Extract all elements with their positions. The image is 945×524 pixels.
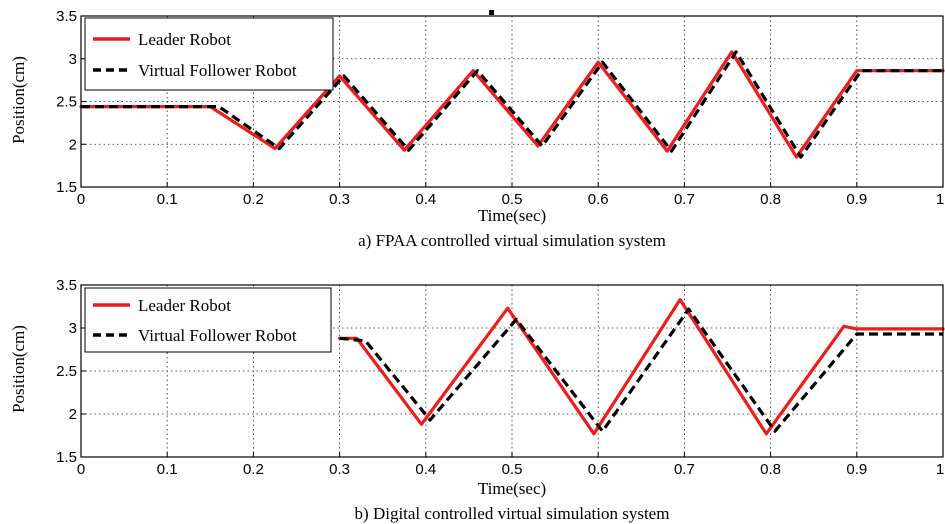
x-tick-label-b: 0.2: [243, 461, 264, 478]
legend-box-a: [84, 17, 334, 91]
y-tick-label-a: 2.5: [56, 94, 77, 111]
y-tick-label-b: 2: [69, 406, 77, 423]
series-a: [79, 50, 945, 159]
series-b: [338, 298, 945, 436]
x-tick-label-b: 0.3: [329, 461, 350, 478]
legend-label-follower-a: Virtual Follower Robot: [138, 61, 297, 80]
x-tick-label-a: 0.6: [588, 191, 609, 208]
x-tick-label-b: 0.8: [760, 461, 781, 478]
y-tick-label-b: 2.5: [56, 363, 77, 380]
x-tick-label-b: 0.4: [415, 461, 436, 478]
x-tick-label-a: 0.3: [329, 191, 350, 208]
caption-a: a) FPAA controlled virtual simulation sy…: [358, 231, 666, 250]
legend-a: Leader Robot Virtual Follower Robot: [84, 17, 334, 91]
y-tick-label-b: 3.5: [56, 277, 77, 294]
y-tick-label-a: 2: [69, 136, 77, 153]
y-tick-label-a: 3.5: [56, 8, 77, 25]
grid-b: [81, 285, 943, 457]
legend-box-b: [84, 287, 332, 353]
y-axis-label-a: Position(cm): [9, 56, 28, 144]
y-tick-label-b: 3: [69, 320, 77, 337]
caption-b: b) Digital controlled virtual simulation…: [355, 504, 670, 523]
series-leader-robot-a: [79, 50, 945, 159]
y-tick-label-a: 3: [69, 51, 77, 68]
ticks-a: 0 0.1 0.2 0.3 0.4 0.5 0.6 0.7 0.8 0.9 1 1.5 2 2.5 3 3.5: [56, 8, 944, 208]
x-tick-label-b: 0: [77, 461, 85, 478]
x-tick-label-a: 0.2: [243, 191, 264, 208]
x-tick-label-a: 0.5: [502, 191, 523, 208]
x-axis-label-a: Time(sec): [478, 206, 546, 225]
legend-label-leader-a: Leader Robot: [138, 30, 231, 49]
y-axis-label-b: Position(cm): [9, 325, 28, 413]
ticks-b: 0 0.1 0.2 0.3 0.4 0.5 0.6 0.7 0.8 0.9 1 1.5 2 2.5 3 3.5: [56, 277, 944, 478]
x-tick-label-a: 0.9: [846, 191, 867, 208]
legend-label-follower-b: Virtual Follower Robot: [138, 326, 297, 345]
x-tick-label-a: 0: [77, 191, 85, 208]
chart-a: 0 0.1 0.2 0.3 0.4 0.5 0.6 0.7 0.8 0.9 1 1.5 2 2.5 3 3.5…: [9, 8, 945, 250]
x-tick-label-b: 0.7: [674, 461, 695, 478]
y-tick-label-a: 1.5: [56, 179, 77, 196]
series-virtual-follower-robot-a: [81, 50, 943, 159]
x-tick-label-b: 0.9: [846, 461, 867, 478]
x-tick-label-b: 1: [936, 461, 944, 478]
legend-label-leader-b: Leader Robot: [138, 296, 231, 315]
x-tick-label-a: 1: [936, 191, 944, 208]
chart-b: 0 0.1 0.2 0.3 0.4 0.5 0.6 0.7 0.8 0.9 1 1.5 2 2.5 3 3.5…: [9, 277, 945, 523]
x-axis-label-b: Time(sec): [478, 479, 546, 498]
series-leader-robot-b: [338, 298, 945, 436]
y-tick-label-b: 1.5: [56, 449, 77, 466]
x-tick-label-a: 0.1: [157, 191, 178, 208]
x-tick-label-b: 0.6: [588, 461, 609, 478]
x-tick-label-b: 0.5: [502, 461, 523, 478]
legend-b: Leader Robot Virtual Follower Robot: [84, 287, 332, 353]
series-virtual-follower-robot-b: [339, 307, 943, 433]
x-tick-label-a: 0.7: [674, 191, 695, 208]
x-tick-label-a: 0.4: [415, 191, 436, 208]
x-tick-label-b: 0.1: [157, 461, 178, 478]
stray-mark: [489, 10, 494, 15]
x-tick-label-a: 0.8: [760, 191, 781, 208]
